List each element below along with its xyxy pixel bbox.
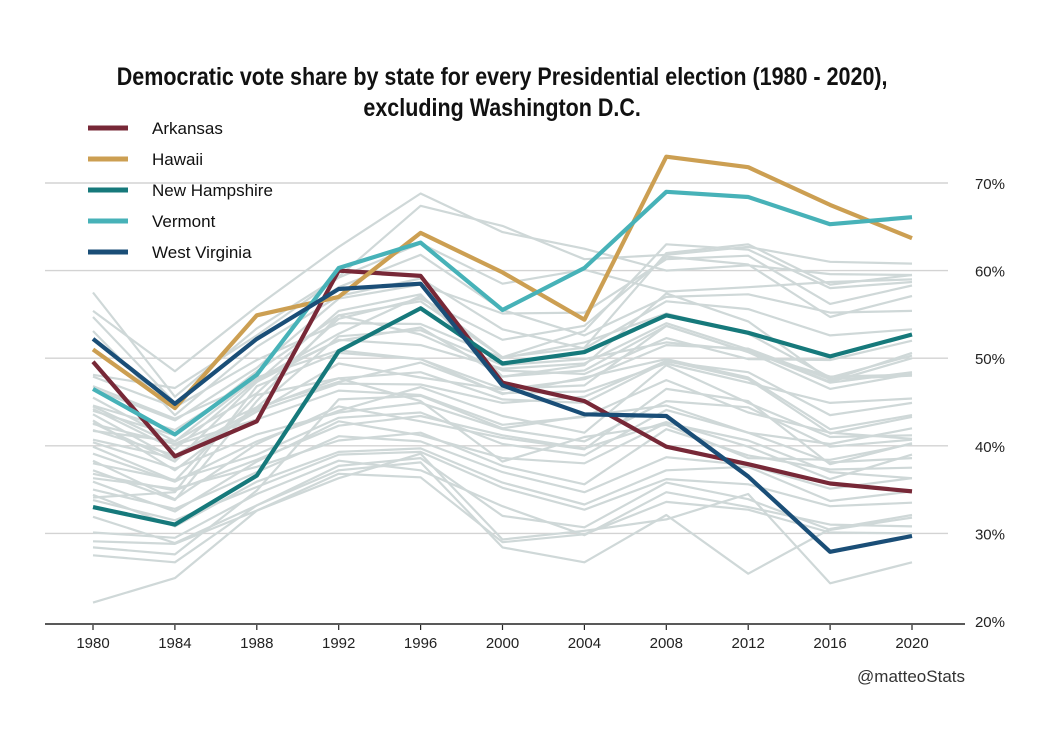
- legend-label: New Hampshire: [152, 181, 273, 200]
- background-series-line-36: [92, 394, 913, 556]
- x-tick-label: 2020: [895, 635, 928, 652]
- axes: 20% 30% 40% 50% 60% 70% 1980 1984 1988 1992 1996 20…: [45, 176, 1005, 652]
- background-series-line-25: [92, 414, 913, 492]
- background-series-line-39: [92, 377, 913, 482]
- chart-title-line-2: excluding Washington D.C.: [363, 94, 641, 122]
- legend: Arkansas Hawaii New Hampshire Vermont West V…: [88, 119, 273, 262]
- caption: @matteoStats: [857, 667, 965, 686]
- x-tick-label: 1984: [158, 635, 191, 652]
- background-series-line-34: [92, 461, 913, 575]
- y-tick-label: 40%: [975, 439, 1005, 456]
- series-line-new-hampshire: [92, 306, 913, 527]
- x-tick-label: 2008: [650, 635, 683, 652]
- y-tick-label: 30%: [975, 526, 1005, 543]
- legend-label: Vermont: [152, 212, 216, 231]
- legend-label: West Virginia: [152, 243, 252, 262]
- background-series-line-27: [92, 428, 913, 490]
- x-tick-label: 2012: [732, 635, 765, 652]
- x-tick-label: 1980: [76, 635, 109, 652]
- x-tick-label: 1992: [322, 635, 355, 652]
- x-tick-label: 2004: [568, 635, 601, 652]
- y-tick-label: 50%: [975, 351, 1005, 368]
- background-series-line-24: [92, 408, 913, 482]
- x-tick-label: 1988: [240, 635, 273, 652]
- background-series-line-5: [92, 242, 913, 390]
- chart-title: Democratic vote share by state for every…: [70, 62, 934, 124]
- x-tick-label: 1996: [404, 635, 437, 652]
- y-tick-label: 70%: [975, 176, 1005, 193]
- y-tick-label: 60%: [975, 264, 1005, 281]
- highlight-series-group: [91, 154, 913, 554]
- x-tick-label: 2000: [486, 635, 519, 652]
- y-tick-label: 20%: [975, 614, 1005, 631]
- background-series-line-33: [92, 472, 913, 546]
- background-series-line-8: [92, 254, 913, 422]
- background-series-line-31: [92, 457, 913, 545]
- background-series-line-26: [92, 420, 913, 513]
- background-series-line-35: [92, 452, 913, 604]
- background-series-line-29: [92, 447, 913, 528]
- legend-label: Hawaii: [152, 150, 203, 169]
- background-series-line-28: [92, 435, 913, 510]
- background-series-line-11: [92, 312, 913, 409]
- background-series-line-21: [92, 364, 913, 483]
- background-series-line-38: [92, 324, 913, 499]
- series-line-vermont: [91, 189, 913, 437]
- background-series-line-2: [92, 192, 913, 373]
- background-series-line-30: [92, 450, 913, 522]
- background-series-line-1: [92, 204, 913, 398]
- legend-label: Arkansas: [152, 119, 223, 138]
- series-line-west-virginia: [91, 281, 913, 554]
- chart-title-line-1: Democratic vote share by state for every…: [116, 63, 888, 91]
- background-series-line-32: [92, 459, 913, 539]
- series-line-hawaii: [91, 154, 913, 411]
- x-tick-label: 2016: [813, 635, 846, 652]
- background-series-line-4: [92, 277, 913, 417]
